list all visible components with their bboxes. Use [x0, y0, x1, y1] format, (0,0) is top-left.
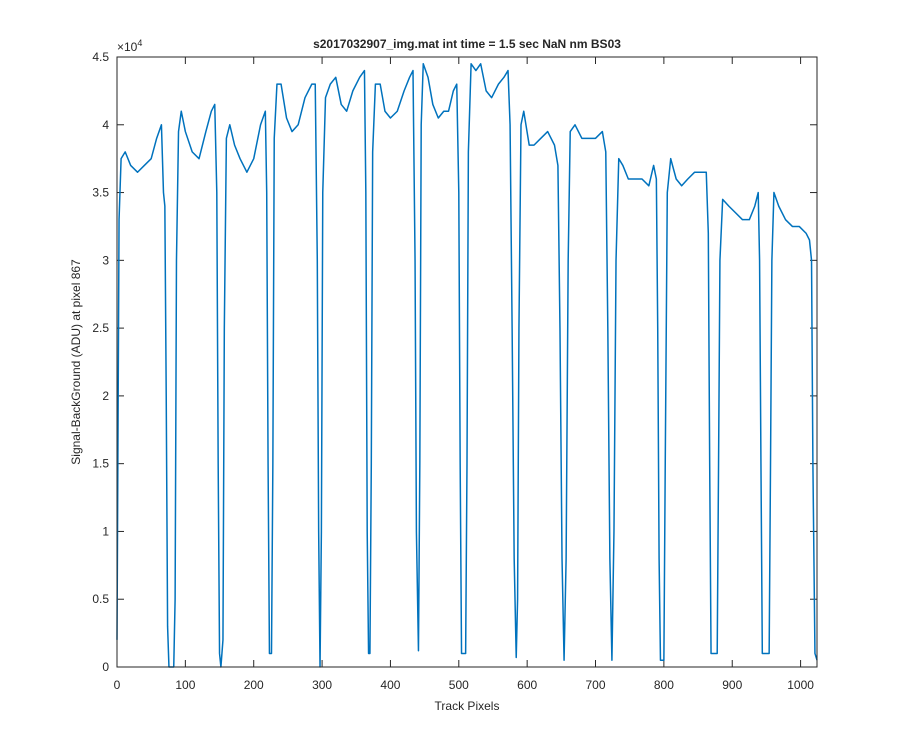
y-tick-label: 2.5: [92, 321, 109, 335]
x-tick-label: 600: [517, 678, 537, 692]
x-tick-label: 800: [654, 678, 674, 692]
x-tick-label: 100: [175, 678, 195, 692]
exponent-power: 4: [137, 38, 142, 48]
y-exponent: ×104: [117, 38, 142, 54]
x-tick-label: 400: [380, 678, 400, 692]
y-tick-label: 2: [102, 389, 109, 403]
x-tick-label: 200: [244, 678, 264, 692]
axes-box: [116, 56, 818, 668]
y-tick-label: 4.5: [92, 50, 109, 64]
exponent-base: ×10: [117, 40, 138, 54]
x-tick-label: 300: [312, 678, 332, 692]
y-tick-label: 0.5: [92, 592, 109, 606]
y-tick-label: 3.5: [92, 186, 109, 200]
chart-title: s2017032907_img.mat int time = 1.5 sec N…: [313, 37, 621, 51]
x-tick-label: 700: [586, 678, 606, 692]
y-tick-label: 4: [102, 118, 109, 132]
x-axis-label: Track Pixels: [435, 699, 500, 713]
x-tick-label: 0: [114, 678, 121, 692]
signal-line: [116, 63, 818, 668]
y-tick-label: 1: [102, 524, 109, 538]
x-tick-label: 900: [722, 678, 742, 692]
y-tick-label: 1.5: [92, 457, 109, 471]
x-tick-label: 1000: [787, 678, 814, 692]
y-axis-label: Signal-BackGround (ADU) at pixel 867: [69, 259, 83, 465]
y-tick-label: 0: [102, 660, 109, 674]
x-tick-label: 500: [449, 678, 469, 692]
y-tick-label: 3: [102, 253, 109, 267]
